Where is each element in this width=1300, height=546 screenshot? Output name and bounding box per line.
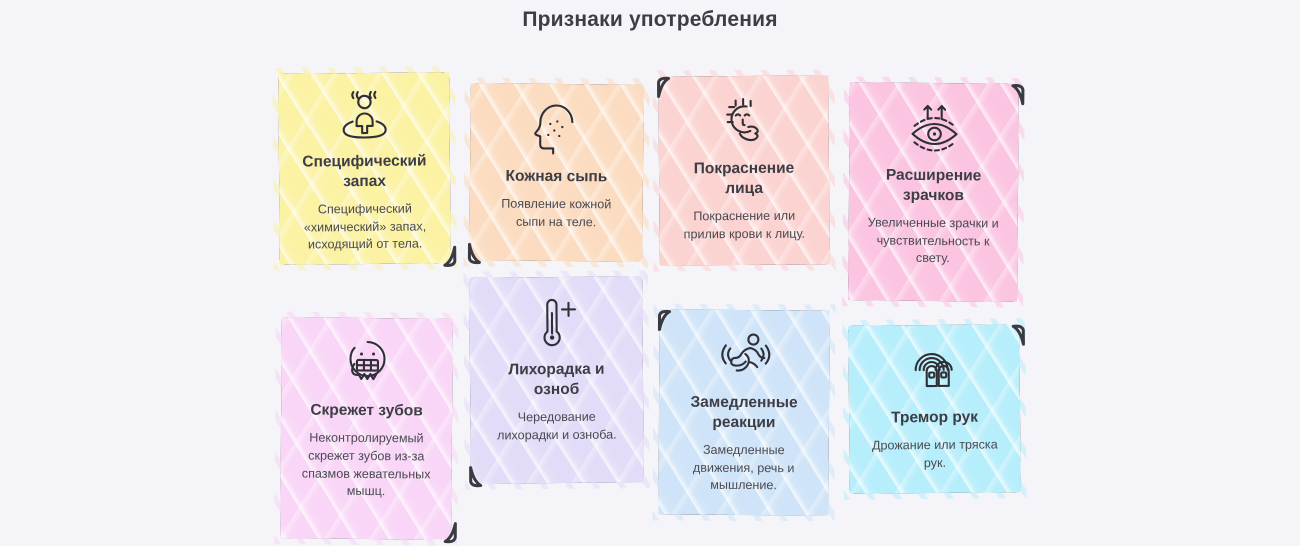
card-description: Увеличенные зрачки и чувствительность к … [867, 215, 999, 266]
dilated-eye-icon [903, 100, 966, 159]
slow-runner-icon [713, 327, 775, 385]
head-rash-icon [526, 101, 588, 159]
card-description: Чередование лихорадки и озноба. [497, 409, 617, 442]
card-description: Дрожание или тряска рук. [871, 437, 998, 470]
person-odor-icon [333, 90, 395, 145]
grinding-teeth-icon [336, 335, 398, 393]
symptom-card-facial-flushing[interactable]: Покраснение лица Покраснение или прилив … [652, 69, 836, 272]
card-description: Покраснение или прилив крови к лицу. [683, 208, 806, 241]
symptom-card-teeth-grinding[interactable]: Скрежет зубов Неконтролируемый скрежет з… [274, 311, 459, 546]
card-title: Расширение зрачков [885, 166, 982, 205]
card-title: Тремор рук [891, 408, 979, 427]
thermometer-plus-icon [525, 294, 587, 352]
symptom-card-skin-rash[interactable]: Кожная сыпь Появление кожной сыпи на тел… [463, 77, 650, 268]
symptom-card-specific-odor[interactable]: Специфический запах Специфический «химич… [272, 66, 457, 271]
card-description: Неконтролируемый скрежет зубов из-за спа… [301, 430, 431, 499]
card-description: Замедленные движения, речь и мышление. [692, 442, 795, 493]
card-title: Скрежет зубов [310, 401, 423, 420]
card-title: Покраснение лица [693, 159, 795, 197]
trembling-hands-icon [903, 342, 966, 401]
flushed-face-icon [713, 93, 775, 151]
symptom-card-hand-tremor[interactable]: Тремор рук Дрожание или тряска рук. [842, 318, 1027, 500]
symptom-card-slowed-reactions[interactable]: Замедленные реакции Замедленные движения… [652, 303, 836, 522]
card-title: Кожная сыпь [505, 167, 608, 186]
card-title: Специфический запах [302, 152, 427, 191]
card-title: Лихорадка и озноб [508, 360, 605, 398]
symptom-card-dilated-pupils[interactable]: Расширение зрачков Увеличенные зрачки и … [841, 76, 1026, 308]
card-description: Специфический «химический» запах, исходя… [303, 201, 427, 252]
page-title: Признаки употребления [522, 8, 778, 31]
card-title: Замедленные реакции [690, 393, 798, 431]
card-description: Появление кожной сыпи на теле. [501, 196, 612, 229]
symptom-card-fever-chills[interactable]: Лихорадка и озноб Чередование лихорадки … [463, 270, 650, 490]
